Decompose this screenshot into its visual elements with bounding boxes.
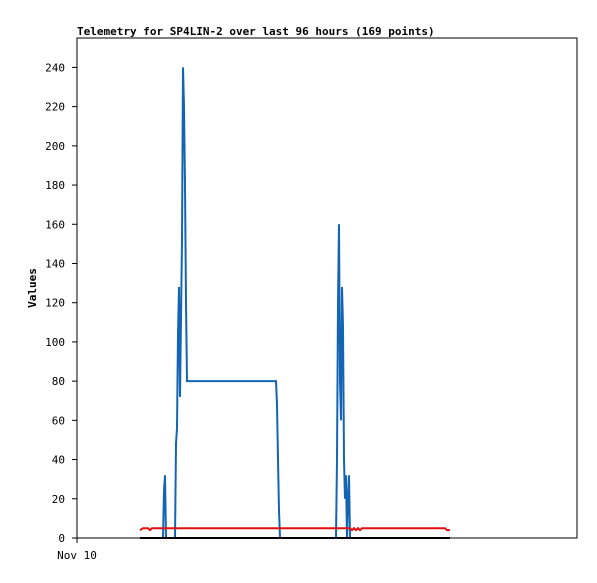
y-tick-label: 180 bbox=[45, 179, 65, 192]
y-tick-label: 60 bbox=[52, 414, 65, 427]
y-tick-label: 20 bbox=[52, 493, 65, 506]
series-line bbox=[162, 67, 351, 539]
y-tick-label: 0 bbox=[58, 532, 65, 545]
y-tick-label: 140 bbox=[45, 257, 65, 270]
y-tick-label: 240 bbox=[45, 61, 65, 74]
y-tick-label: 200 bbox=[45, 140, 65, 153]
chart-title: Telemetry for SP4LIN-2 over last 96 hour… bbox=[77, 25, 435, 38]
y-tick-label: 100 bbox=[45, 336, 65, 349]
x-tick-label: Nov 10 bbox=[57, 549, 97, 562]
y-tick-label: 40 bbox=[52, 454, 65, 467]
y-axis-label: Values bbox=[26, 268, 39, 308]
y-tick-label: 220 bbox=[45, 101, 65, 114]
y-tick-label: 120 bbox=[45, 297, 65, 310]
series-line bbox=[139, 526, 450, 532]
y-tick-label: 160 bbox=[45, 218, 65, 231]
y-tick-label: 80 bbox=[52, 375, 65, 388]
